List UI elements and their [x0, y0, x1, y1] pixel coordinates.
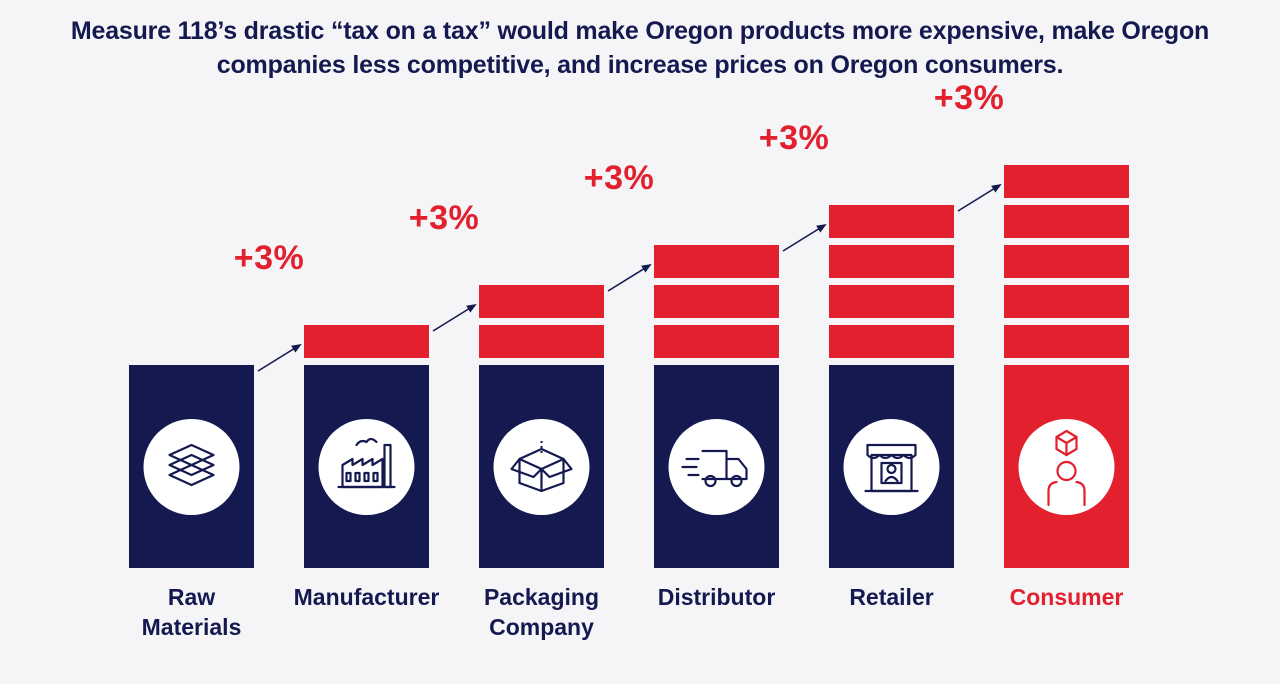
stage-label-manufacturer: Manufacturer [267, 582, 467, 612]
truck-icon [668, 419, 765, 515]
storefront-icon [843, 419, 940, 515]
tax-layer-retailer-3 [829, 245, 954, 278]
consumer-icon [1018, 419, 1115, 515]
stage-label-raw-materials: Raw Materials [92, 582, 292, 642]
tax-layer-consumer-1 [1004, 325, 1129, 358]
increase-label-consumer: +3% [933, 79, 1005, 117]
progression-arrow [257, 343, 302, 372]
stage-label-line: Manufacturer [293, 584, 440, 610]
tax-layer-consumer-3 [1004, 245, 1129, 278]
tax-layer-distributor-1 [654, 325, 779, 358]
tax-layer-retailer-1 [829, 325, 954, 358]
tax-layer-consumer-4 [1004, 205, 1129, 238]
layers-icon [143, 419, 240, 515]
stage-label-line: Retailer [849, 584, 934, 610]
increase-label-packaging-company: +3% [408, 199, 480, 237]
increase-label-retailer: +3% [758, 119, 830, 157]
stage-label-line: Packaging [483, 584, 600, 610]
tax-layer-retailer-4 [829, 205, 954, 238]
stage-label-retailer: Retailer [792, 582, 992, 612]
headline-line-1: Measure 118’s drastic “tax on a tax” wou… [70, 17, 1210, 45]
tax-layer-consumer-5 [1004, 165, 1129, 198]
tax-layer-distributor-2 [654, 285, 779, 318]
headline: Measure 118’s drastic “tax on a tax” wou… [0, 14, 1280, 82]
increase-label-manufacturer: +3% [233, 239, 305, 277]
progression-arrow [957, 183, 1002, 212]
stage-label-packaging-company: Packaging Company [442, 582, 642, 642]
tax-layer-packaging-company-2 [479, 285, 604, 318]
tax-layer-distributor-3 [654, 245, 779, 278]
tax-layer-packaging-company-1 [479, 325, 604, 358]
stage-label-distributor: Distributor [617, 582, 817, 612]
tax-layer-retailer-2 [829, 285, 954, 318]
box-icon [493, 419, 590, 515]
stage-label-line: Consumer [1009, 584, 1124, 610]
progression-arrow [607, 263, 652, 292]
progression-arrow [782, 223, 827, 252]
factory-icon [318, 419, 415, 515]
stage-label-line: Materials [141, 614, 242, 640]
tax-layer-consumer-2 [1004, 285, 1129, 318]
stage-label-consumer: Consumer [967, 582, 1167, 612]
stage-label-line: Raw [167, 584, 216, 610]
stage-label-line: Company [489, 614, 594, 640]
increase-label-distributor: +3% [583, 159, 655, 197]
headline-line-2: companies less competitive, and increase… [216, 51, 1064, 79]
stage-label-line: Distributor [657, 584, 776, 610]
progression-arrow [432, 303, 477, 332]
tax-layer-manufacturer-1 [304, 325, 429, 358]
